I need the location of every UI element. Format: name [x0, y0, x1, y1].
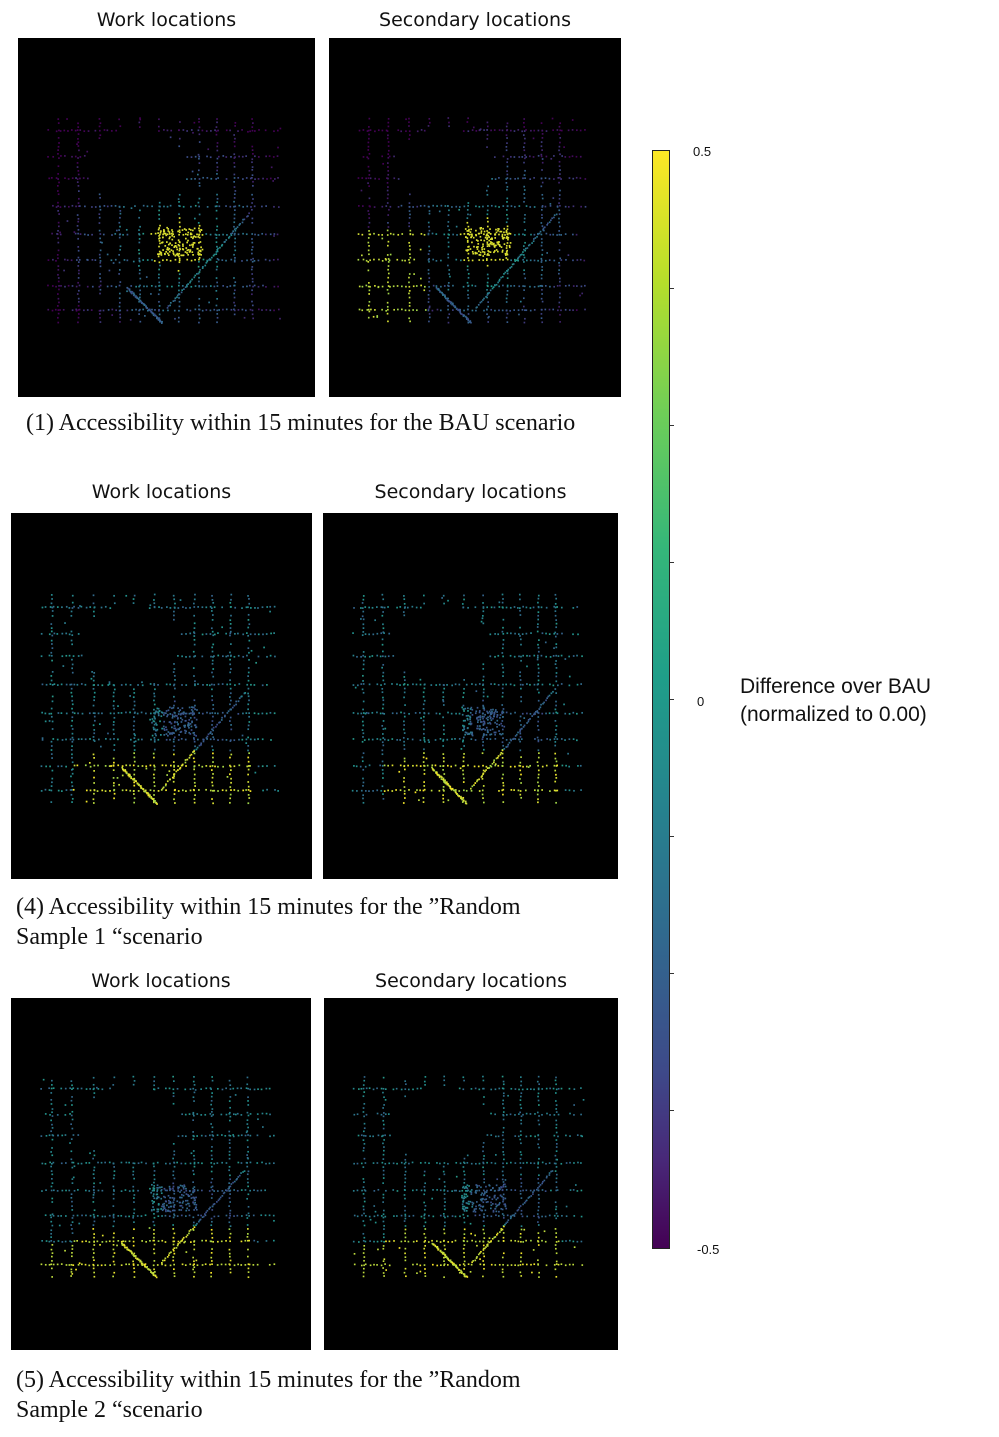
- panel2-secondary-title: Secondary locations: [374, 481, 567, 503]
- panel2-caption-line-1: (4) Accessibility within 15 minutes for …: [16, 894, 521, 920]
- panel3-secondary-map: [324, 998, 618, 1350]
- colorbar-mid-label: 0: [697, 694, 705, 709]
- panel3-work-map: [11, 998, 311, 1350]
- street-network-dots: [357, 117, 587, 324]
- street-network-dots: [47, 117, 282, 325]
- colorbar-tick: [670, 288, 674, 289]
- panel1-caption-line: (1) Accessibility within 15 minutes for …: [26, 410, 576, 436]
- colorbar-tick: [670, 699, 674, 700]
- panel3-caption-line-1: (5) Accessibility within 15 minutes for …: [16, 1367, 521, 1393]
- street-network-dots: [40, 593, 279, 805]
- colorbar-tick: [670, 973, 674, 974]
- colorbar-tick: [670, 562, 674, 563]
- colorbar-min-label: -0.5: [697, 1242, 720, 1257]
- panel2-secondary-map: [323, 513, 618, 879]
- colorbar-max-label: 0.5: [693, 144, 712, 159]
- panel1-work-title: Work locations: [96, 9, 237, 31]
- panel1-work-map: [18, 38, 315, 397]
- panel3-work-title: Work locations: [91, 970, 231, 992]
- colorbar-title-line-1: Difference over BAU: [740, 675, 932, 698]
- street-network-dots: [40, 1075, 276, 1279]
- panel1-secondary-map: [329, 38, 621, 397]
- panel3-caption-line-2: Sample 2 “scenario: [16, 1397, 203, 1423]
- panel2-caption: (4) Accessibility within 15 minutes for …: [16, 892, 636, 952]
- colorbar: [652, 150, 670, 1249]
- colorbar-title-line-2: (normalized to 0.00): [740, 703, 927, 726]
- panel2-work-title: Work locations: [91, 481, 232, 503]
- panel3-caption: (5) Accessibility within 15 minutes for …: [16, 1365, 636, 1425]
- panel3-secondary-title: Secondary locations: [375, 970, 567, 992]
- colorbar-tick: [670, 836, 674, 837]
- colorbar-tick: [670, 425, 674, 426]
- panel2-work-map: [11, 513, 312, 879]
- panel1-caption: (1) Accessibility within 15 minutes for …: [26, 408, 636, 438]
- panel1-secondary-title: Secondary locations: [379, 9, 571, 31]
- colorbar-title: Difference over BAU (normalized to 0.00): [740, 673, 931, 729]
- street-network-dots: [351, 593, 583, 805]
- panel2-caption-line-2: Sample 1 “scenario: [16, 924, 203, 950]
- colorbar-tick: [670, 1110, 674, 1111]
- street-network-dots: [352, 1075, 585, 1279]
